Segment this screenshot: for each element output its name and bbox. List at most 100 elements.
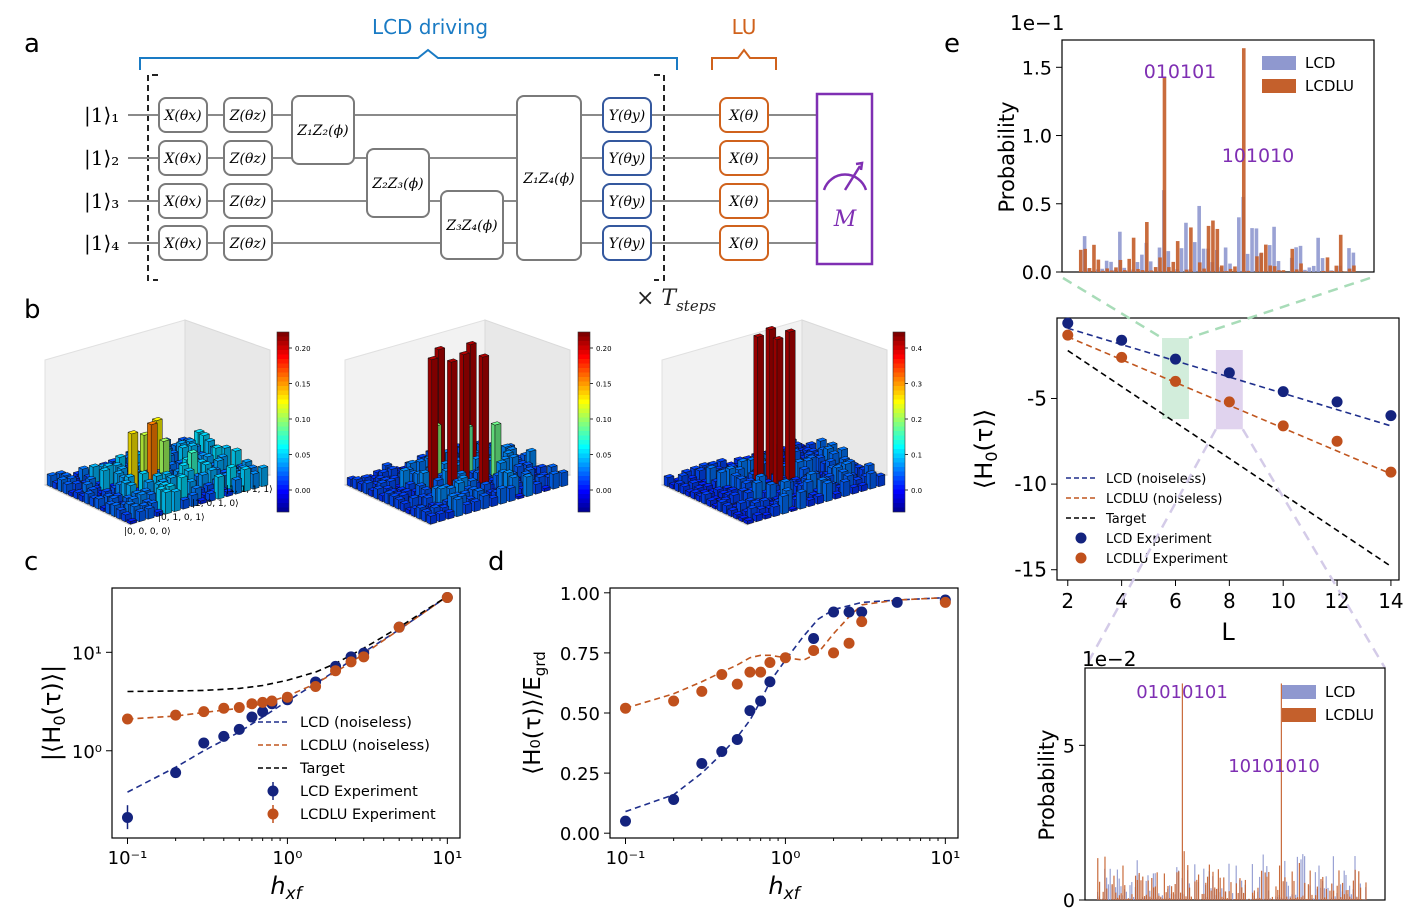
gate-z3z4 [440,190,504,260]
ebot-bar-lcdlu [1178,871,1180,900]
zoom-guide [1083,428,1217,669]
ebot-bar-lcd [1262,854,1264,900]
ebot-bar-lcd [1349,885,1351,900]
gate-z-1-label: Z(θz) [229,108,266,124]
gate-x-1 [158,97,208,133]
d-xtick: 10¹ [930,848,960,869]
ebot-bar-lcdlu [1100,899,1102,900]
e-targetline [1067,349,1392,567]
e-lcd-experimentpoint [1385,410,1397,422]
c-lcdlu-experimentpoint [266,695,278,707]
etop-bar-lcd [1245,253,1250,272]
ebot-bar-lcd [1232,893,1234,900]
c-lcdlu-experimentpoint [441,592,453,604]
ebot-bar-lcd [1169,885,1171,900]
etop-bar-lcdlu [1167,267,1171,272]
etop-bar-lcdlu [1184,269,1189,272]
etop-ytick: 0.0 [1022,262,1052,284]
ebot-bar-lcd [1314,872,1316,900]
etop-bar-lcdlu [1100,270,1105,272]
ebot-bar-lcdlu [1233,899,1236,900]
hist-target-cb-tick: 0.0 [911,487,922,495]
d-lcdlu-experimentpoint [716,669,728,681]
meter-icon [822,173,868,191]
etop-scale: 1e−1 [1010,11,1065,35]
ebot-bar-lcd [1203,868,1205,900]
etop-bar-lcdlu [1233,266,1237,272]
c-lcdlu-experimentpoint [233,702,245,714]
ebot-bar-lcdlu [1165,892,1167,900]
zoom-guide [1062,276,1163,340]
c-lcdlu-experimentpoint [218,702,230,714]
ebot-bar-lcdlu [1264,872,1266,900]
ebot-bar-lcd [1286,881,1288,900]
etop-ylabel: Probability [995,101,1019,212]
d-lcdlu-experimentpoint [744,666,756,678]
etop-bar-lcd [1351,252,1356,272]
etop-bar-lcdlu [1290,248,1295,272]
ebot-bar-lcdlu [1343,894,1345,900]
lcd-brace [139,48,678,70]
etop-bar-lcdlu [1202,268,1206,272]
ebot-bar-lcd [1323,888,1325,900]
gate-lu-1-label: X(θ) [728,108,758,124]
c-lcdlu-experimentpoint [358,651,370,663]
e-legend-label: LCD (noiseless) [1106,472,1206,487]
ebot-ytick: 0 [1063,890,1075,912]
ebot-bar-lcd [1125,891,1127,900]
e-xtick: 14 [1378,589,1403,613]
etop-ytick: 1.0 [1022,126,1052,148]
basis-label: |1, 0, 1, 0⟩ [192,499,239,509]
etop-bar-lcd [1316,237,1320,272]
etop-bar-lcdlu [1118,259,1123,272]
ebot-bar-lcd [1235,865,1237,900]
zoom-guide [1188,276,1371,340]
ebot-bar-lcdlu [1196,879,1198,900]
ebot-bar-lcdlu [1338,870,1340,900]
ebot-bar-lcdlu [1136,879,1138,900]
etop-ytick: 0.5 [1022,194,1052,216]
ebot-scale: 1e−2 [1082,647,1137,671]
c-lcdlu-experimentpoint [198,706,210,718]
ebot-bar-lcdlu [1352,880,1354,900]
ebot-bar-lcdlu [1323,897,1326,900]
etop-bar-lcd [1250,228,1254,272]
d-lcdlu-experimentpoint [856,616,868,628]
etop-annotation-010101: 010101 [1144,61,1217,83]
d-lcd-experimentpoint [808,632,820,644]
circuit-panel: LCD driving LU × Tsteps |1⟩₁ |1⟩₂ |1⟩₃ |… [84,15,874,315]
ebot-bar-lcd [1129,885,1131,900]
ebot-bar-lcdlu [1185,896,1187,900]
panel-label-c: c [24,547,38,577]
gate-z-2-label: Z(θz) [229,151,266,167]
e-lcdlu-experimentpoint [1223,396,1235,408]
etop-bar-lcd [1122,267,1127,272]
basis-label: |0, 1, 0, 1⟩ [158,513,205,523]
gate-z1z2-label: Z₁Z₂(ϕ) [296,123,348,139]
etop-bar-lcd [1201,248,1206,272]
ebot-bar-lcdlu [1358,871,1360,900]
etop-bar-lcdlu [1105,268,1109,272]
lu-label: LU [732,15,757,39]
etop-bar-lcdlu [1175,241,1180,272]
ebot-ylabel: Probability [1035,729,1059,840]
ebot-bar-lcdlu [1134,875,1137,900]
etop-ytick: 1.5 [1022,57,1052,79]
panel-label-e: e [944,29,960,59]
etop-bar-lcd [1223,247,1228,272]
ebot-bar-lcdlu [1115,892,1117,900]
gate-z2z3-label: Z₂Z₃(ϕ) [371,176,423,192]
ebot-bar-lcd [1145,880,1147,900]
e-legend-label: LCDLU Experiment [1106,552,1228,567]
ebot-bar-lcd [1327,887,1329,900]
etop-bar-lcd [1303,269,1307,272]
c-lcdlu-experimentpoint [330,665,342,677]
e-xtick: 8 [1223,589,1236,613]
ebot-bar-lcdlu [1142,876,1144,900]
c-ytick: 10⁰ [72,742,102,763]
c-xtick: 10⁰ [272,848,302,869]
ebot-bar-lcdlu [1334,898,1336,900]
hist-lcdlu-cb-tick: 0.05 [596,452,612,460]
e-legend-label: Target [1105,512,1146,527]
